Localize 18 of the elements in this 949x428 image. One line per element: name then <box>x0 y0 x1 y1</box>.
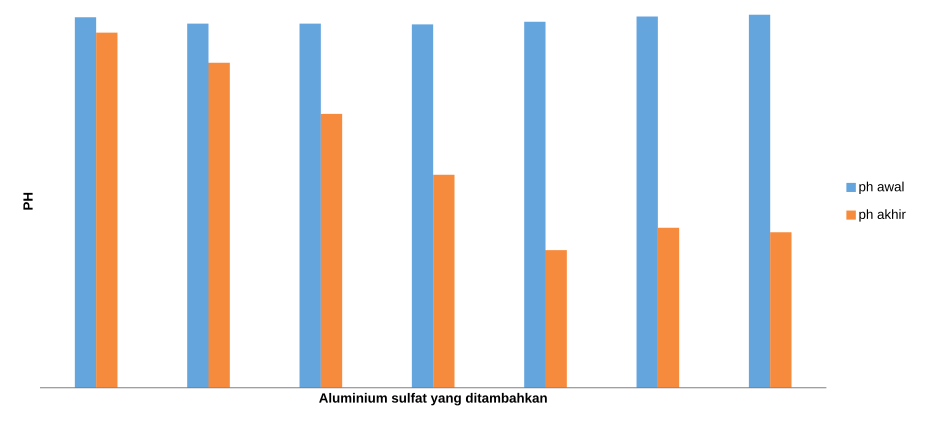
bar <box>300 24 321 388</box>
bar <box>433 174 455 388</box>
bar <box>412 24 434 388</box>
bar <box>320 114 342 388</box>
bar <box>770 232 792 388</box>
bar <box>524 22 546 388</box>
bar <box>96 32 118 388</box>
bar <box>187 24 208 388</box>
bar <box>658 228 680 388</box>
legend-label: ph akhir <box>859 209 906 222</box>
bar <box>636 16 658 388</box>
bar <box>208 62 230 388</box>
legend-label: ph awal <box>859 182 904 194</box>
x-axis-title: Aluminium sulfat yang ditambahkan <box>319 393 547 406</box>
y-axis-title: PH <box>23 192 33 210</box>
bar <box>74 17 96 388</box>
bar <box>748 14 770 388</box>
bar <box>546 250 567 388</box>
